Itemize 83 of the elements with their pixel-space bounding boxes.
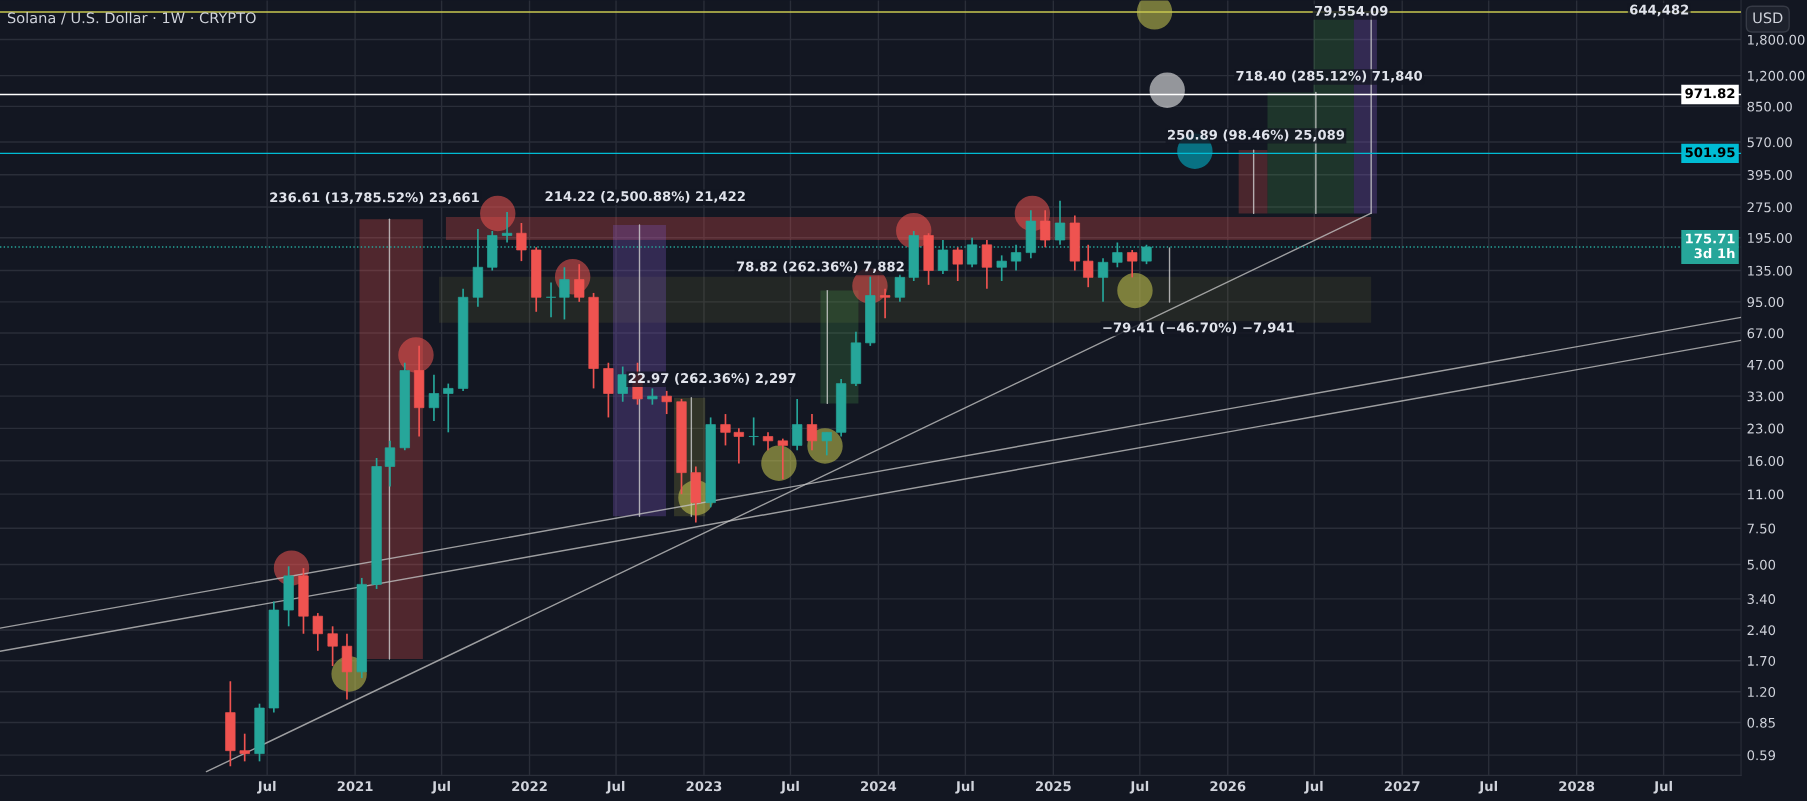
y-tick-label: 1.20 (1748, 686, 1776, 697)
annotation: 644,482 (1630, 4, 1689, 17)
candlestick (733, 427, 744, 465)
y-tick-label: 2.40 (1747, 625, 1776, 636)
ref-line-label: 971.82 (1685, 88, 1735, 99)
candlestick (777, 437, 788, 481)
y-tick-label: 67.00 (1747, 328, 1784, 339)
annotation: 214.22 (2,500.88%) 21,422 (545, 190, 745, 203)
candlestick (545, 281, 557, 319)
candlestick (443, 382, 454, 434)
x-tick-label: Jul (1478, 780, 1498, 794)
candlestick (952, 246, 963, 282)
candlestick (661, 390, 672, 415)
candlestick (574, 263, 585, 303)
y-tick-label: 3.40 (1747, 594, 1776, 605)
y-tick-label: 1,200.00 (1748, 70, 1805, 83)
candlestick (617, 365, 628, 403)
x-tick-label: 2021 (337, 781, 373, 792)
x-tick-label: Jul (1653, 780, 1672, 794)
y-tick-label: 135.00 (1748, 265, 1792, 276)
candlestick (821, 431, 832, 457)
candlestick (981, 239, 993, 290)
text: Solana / U.S. Dollar · 1W · CRYPTO (7, 12, 256, 25)
y-tick-label: 23.00 (1747, 423, 1784, 434)
candlestick (792, 398, 803, 452)
x-tick-label: Jul (257, 780, 276, 794)
annotation: 236.61 (13,785.52%) 23,661 (270, 192, 479, 204)
y-tick-label: 47.00 (1747, 359, 1784, 370)
candlestick (996, 254, 1007, 282)
candlestick (1040, 209, 1051, 249)
candlestick (239, 732, 250, 763)
y-tick-label: 395.00 (1747, 169, 1792, 180)
text: USD (1753, 12, 1783, 24)
x-tick-label: 2024 (861, 781, 897, 792)
candlestick (879, 287, 891, 320)
y-tick-label: 16.00 (1748, 455, 1784, 466)
y-tick-label: 195.00 (1748, 232, 1792, 243)
ref-line-label: 501.95 (1685, 147, 1735, 158)
candlestick (327, 625, 338, 667)
candlestick (1097, 257, 1109, 303)
candlestick (501, 211, 513, 244)
candlestick (1083, 244, 1094, 289)
y-tick-label: 1.70 (1748, 655, 1776, 666)
annotation: 22.97 (262.36%) 2,297 (628, 372, 796, 385)
candlestick (384, 439, 396, 488)
candlestick (1127, 249, 1138, 279)
y-tick-label: 275.00 (1747, 202, 1792, 213)
candlestick (312, 612, 323, 652)
y-tick-label: 11.00 (1748, 489, 1784, 500)
annotation: −79.41 (−46.70%) −7,941 (1103, 322, 1294, 335)
x-tick-label: Jul (431, 780, 450, 794)
candlestick (894, 273, 906, 303)
x-tick-label: 2028 (1559, 781, 1595, 792)
annotation: 250.89 (98.46%) 25,089 (1167, 129, 1345, 142)
x-tick-label: 2027 (1384, 781, 1420, 792)
y-tick-label: 570.00 (1747, 137, 1792, 148)
y-tick-label: 1,800.00 (1748, 34, 1805, 47)
x-tick-label: 2022 (512, 781, 547, 792)
y-tick-label: 7.50 (1747, 523, 1776, 534)
annotation: 78.82 (262.36%) 7,882 (736, 261, 904, 274)
candlestick (806, 413, 818, 452)
x-tick-label: 2026 (1210, 781, 1246, 792)
ref-line-label: 175.71 3d 1h (1686, 233, 1735, 259)
y-tick-label: 95.00 (1747, 297, 1784, 308)
x-tick-label: 2025 (1036, 781, 1071, 792)
x-tick-label: Jul (1304, 780, 1323, 794)
y-tick-label: 5.00 (1747, 559, 1776, 570)
x-tick-label: Jul (605, 780, 625, 794)
annotation: 718.40 (285.12%) 71,840 (1236, 70, 1423, 83)
x-tick-label: Jul (955, 780, 974, 794)
candlestick (516, 222, 527, 262)
x-tick-label: Jul (780, 780, 799, 794)
y-tick-label: 850.00 (1747, 101, 1792, 112)
x-tick-label: Jul (1129, 780, 1149, 794)
y-tick-label: 0.85 (1747, 717, 1775, 728)
x-tick-label: 2023 (686, 781, 722, 792)
y-tick-label: 0.59 (1747, 750, 1776, 761)
candlestick (428, 373, 440, 422)
candlestick (559, 266, 570, 321)
candlestick (720, 413, 731, 447)
y-tick-label: 33.00 (1747, 391, 1784, 402)
annotation: 79,554.09 (1314, 5, 1388, 18)
candlestick (748, 416, 759, 447)
